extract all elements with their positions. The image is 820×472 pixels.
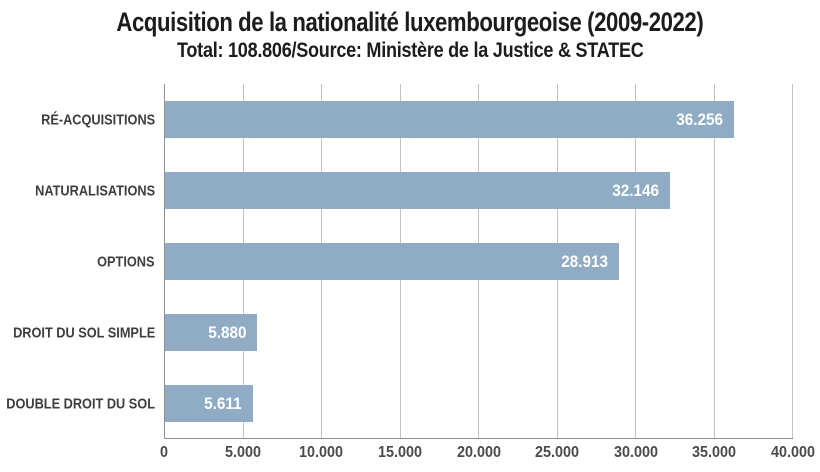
chart-title: Acquisition de la nationalité luxembourg… [0, 6, 820, 38]
bar-row: DOUBLE DROIT DU SOL 5.611 [6, 368, 793, 439]
bar: 5.880 [165, 314, 258, 351]
value-label: 28.913 [561, 251, 608, 271]
chart-title-text: Acquisition de la nationalité luxembourg… [116, 7, 704, 37]
category-label: DOUBLE DROIT DU SOL [6, 395, 155, 412]
value-label: 36.256 [676, 109, 724, 129]
x-axis: 0 5.000 10.000 15.000 20.000 25.000 30.000 35.0… [160, 442, 815, 468]
x-tick-label: 20.000 [456, 444, 501, 461]
x-tick-label: 0 [159, 444, 169, 461]
bar-row: NATURALISATIONS 32.146 [35, 155, 793, 226]
value-label: 5.611 [204, 393, 243, 413]
gridline [635, 84, 636, 438]
category-label: DROIT DU SOL SIMPLE [12, 324, 155, 341]
bar: 36.256 [165, 101, 735, 138]
x-tick-label: 15.000 [377, 444, 422, 461]
bar-row: DROIT DU SOL SIMPLE 5.880 [13, 297, 793, 368]
gridline [792, 84, 793, 438]
x-tick-label: 35.000 [692, 444, 737, 461]
chart-subtitle-text: Total: 108.806/Source: Ministère de la J… [176, 39, 644, 62]
category-label: OPTIONS [97, 253, 155, 270]
bar: 28.913 [165, 243, 619, 280]
category-label: RÉ-ACQUISITIONS [40, 111, 155, 128]
x-tick-label: 25.000 [535, 444, 580, 461]
bar: 5.611 [165, 385, 254, 422]
bar-row: RÉ-ACQUISITIONS 36.256 [41, 84, 793, 155]
plot-area: RÉ-ACQUISITIONS 36.256 NATURALISATIONS 32.1… [6, 84, 793, 439]
value-label: 5.880 [208, 322, 247, 342]
bar-row: OPTIONS 28.913 [98, 226, 793, 297]
x-tick-label: 30.000 [613, 444, 658, 461]
value-label: 32.146 [611, 180, 659, 200]
category-label: NATURALISATIONS [35, 182, 155, 199]
x-tick-label: 5.000 [224, 444, 261, 461]
x-tick-label: 40.000 [770, 444, 816, 461]
gridline [713, 84, 715, 438]
bar: 32.146 [165, 172, 670, 209]
x-tick-label: 10.000 [299, 444, 344, 461]
chart-subtitle: Total: 108.806/Source: Ministère de la J… [0, 38, 820, 64]
bar-chart-figure: Acquisition de la nationalité luxembourg… [0, 6, 820, 472]
